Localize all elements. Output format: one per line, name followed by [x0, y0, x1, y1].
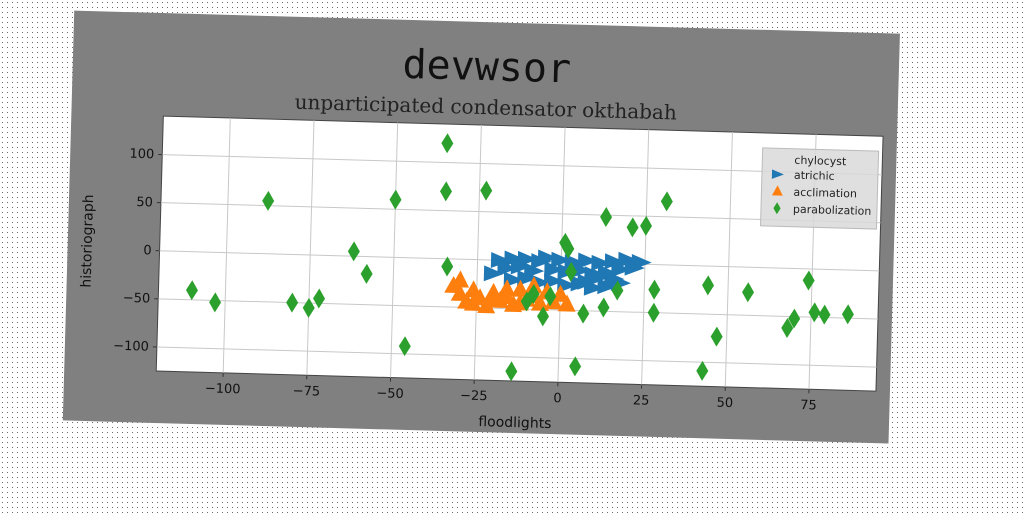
- y-tick-label: 50: [136, 195, 153, 210]
- y-tick-label: 0: [143, 243, 152, 258]
- legend-label-acclimation: acclimation: [793, 186, 857, 201]
- y-tick-label: −50: [123, 291, 151, 307]
- rotated-figure: devwsor unparticipated condensator oktha…: [63, 11, 900, 444]
- legend-label-parabolization: parabolization: [793, 203, 872, 218]
- x-tick-label: −25: [460, 389, 488, 405]
- x-tick-label: 50: [716, 396, 733, 411]
- x-tick-label: −75: [292, 384, 320, 400]
- chart-title: devwsor: [402, 42, 572, 93]
- y-tick-label: 100: [129, 147, 154, 163]
- legend-label-atrichic: atrichic: [794, 169, 835, 183]
- legend-title: chylocyst: [794, 154, 847, 168]
- x-tick-label: 0: [553, 391, 562, 406]
- x-axis-label: floodlights: [478, 414, 552, 432]
- legend: chylocyst atrichic acclimation parabolizat…: [761, 148, 879, 229]
- y-axis-label: historiograph: [79, 194, 98, 288]
- x-tick-label: 25: [633, 393, 650, 408]
- y-tick-label: −100: [113, 339, 149, 355]
- x-tick-label: 75: [800, 398, 817, 413]
- x-tick-label: −100: [205, 381, 241, 397]
- x-tick-label: −50: [376, 386, 404, 402]
